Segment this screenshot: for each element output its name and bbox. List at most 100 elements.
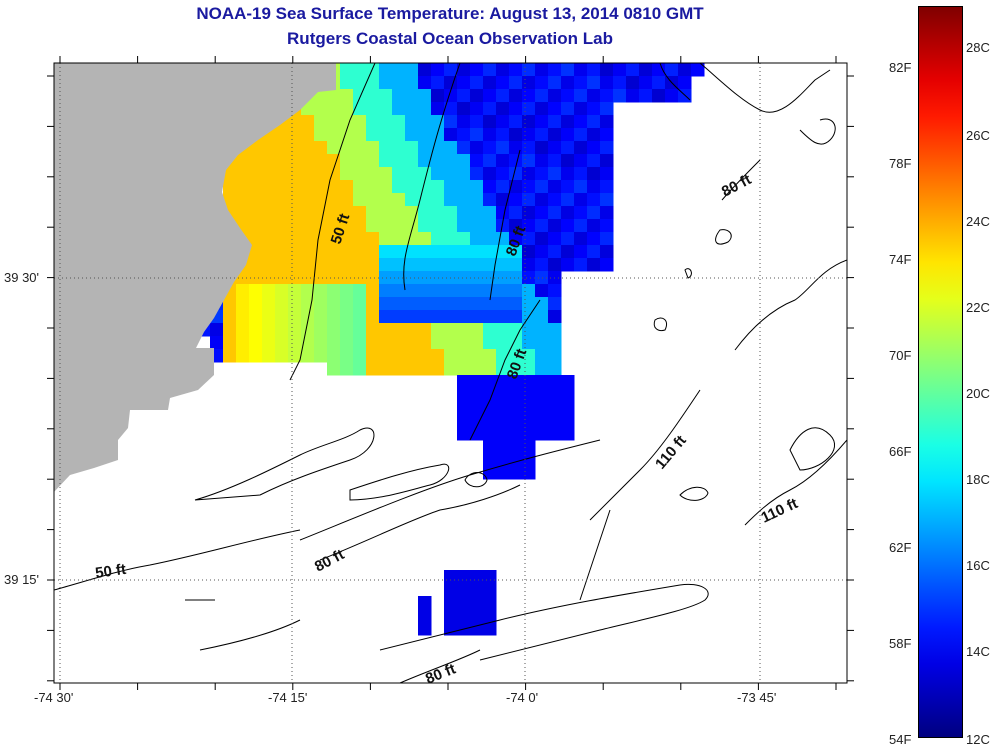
sst-cell (353, 76, 367, 90)
sst-cell (314, 128, 328, 142)
sst-cell (340, 349, 354, 363)
sst-cell (626, 76, 640, 90)
sst-cell (301, 297, 315, 311)
sst-cell (509, 102, 523, 116)
sst-cell (353, 128, 367, 142)
sst-cell (392, 336, 406, 350)
sst-cell (535, 349, 549, 363)
sst-cell (327, 102, 341, 116)
sst-cell (405, 206, 419, 220)
sst-cell (236, 206, 250, 220)
sst-cell (535, 323, 549, 337)
sst-cell (262, 232, 276, 246)
sst-cell (665, 89, 679, 103)
sst-cell (353, 154, 367, 168)
sst-cell (249, 323, 263, 337)
sst-cell (496, 336, 510, 350)
sst-cell (509, 414, 523, 428)
sst-cell (275, 323, 289, 337)
sst-cell (470, 284, 484, 298)
sst-cell (561, 258, 575, 272)
sst-cell (548, 297, 562, 311)
sst-cell (301, 193, 315, 207)
sst-cell (587, 219, 601, 233)
sst-cell (418, 596, 432, 610)
sst-cell (457, 76, 471, 90)
sst-cell (522, 76, 536, 90)
sst-cell (444, 258, 458, 272)
sst-cell (405, 76, 419, 90)
sst-cell (366, 310, 380, 324)
sst-cell (366, 245, 380, 259)
sst-cell (288, 219, 302, 233)
sst-cell (236, 336, 250, 350)
sst-cell (522, 102, 536, 116)
sst-cell (496, 466, 510, 480)
sst-cell (483, 245, 497, 259)
sst-cell (587, 232, 601, 246)
sst-cell (561, 89, 575, 103)
sst-cell (470, 258, 484, 272)
sst-cell (405, 258, 419, 272)
sst-cell (301, 284, 315, 298)
sst-cell (431, 115, 445, 129)
sst-cell (535, 401, 549, 415)
sst-cell (301, 141, 315, 155)
sst-cell (496, 76, 510, 90)
sst-cell (496, 63, 510, 77)
x-tick-label: -73 45' (737, 690, 777, 705)
sst-cell (522, 258, 536, 272)
sst-cell (444, 362, 458, 376)
sst-cell (522, 63, 536, 77)
sst-cell (340, 310, 354, 324)
sst-cell (314, 284, 328, 298)
sst-cell (535, 362, 549, 376)
sst-cell (418, 349, 432, 363)
sst-cell (353, 180, 367, 194)
sst-cell (327, 193, 341, 207)
sst-cell (587, 63, 601, 77)
sst-cell (405, 167, 419, 181)
colorbar-f-label: 66F (889, 444, 912, 459)
sst-cell (353, 258, 367, 272)
sst-cell (392, 297, 406, 311)
sst-cell (288, 232, 302, 246)
sst-cell (405, 232, 419, 246)
sst-cell (509, 388, 523, 402)
sst-cell (444, 167, 458, 181)
sst-cell (249, 284, 263, 298)
sst-cell (509, 375, 523, 389)
sst-cell (483, 466, 497, 480)
sst-cell (496, 128, 510, 142)
sst-cell (288, 206, 302, 220)
sst-cell (405, 63, 419, 77)
x-tick-label: -74 30' (34, 690, 74, 705)
sst-cell (561, 232, 575, 246)
sst-cell (314, 232, 328, 246)
sst-cell (340, 167, 354, 181)
sst-cell (587, 167, 601, 181)
sst-cell (470, 115, 484, 129)
sst-cell (340, 102, 354, 116)
sst-cell (457, 310, 471, 324)
sst-cell (353, 349, 367, 363)
map-title: NOAA-19 Sea Surface Temperature: August … (196, 4, 704, 23)
sst-cell (366, 193, 380, 207)
sst-cell (262, 310, 276, 324)
sst-cell (392, 323, 406, 337)
sst-cell (522, 193, 536, 207)
sst-cell (561, 388, 575, 402)
sst-cell (600, 89, 614, 103)
sst-cell (366, 349, 380, 363)
sst-cell (249, 219, 263, 233)
sst-cell (522, 427, 536, 441)
sst-cell (405, 193, 419, 207)
sst-cell (587, 206, 601, 220)
sst-cell (444, 219, 458, 233)
sst-cell (327, 310, 341, 324)
sst-cell (535, 193, 549, 207)
sst-cell (431, 128, 445, 142)
sst-cell (431, 232, 445, 246)
sst-cell (548, 115, 562, 129)
sst-cell (444, 128, 458, 142)
